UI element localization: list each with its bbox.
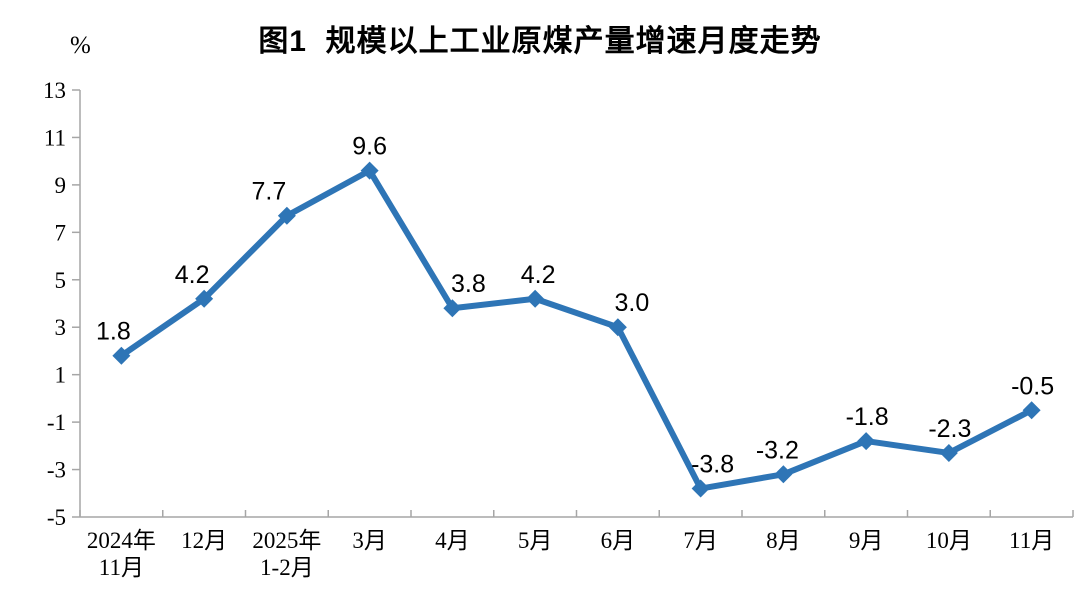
data-point-marker — [1022, 401, 1041, 420]
data-point-label: 3.8 — [451, 270, 486, 298]
data-point-label: -3.8 — [691, 451, 734, 479]
data-point-label: -2.3 — [928, 415, 971, 443]
x-axis-tick-label: 2025年 — [252, 528, 321, 553]
y-axis-unit-label: % — [70, 32, 91, 59]
x-axis-tick-label: 12月 — [181, 528, 227, 553]
data-point-label: 3.0 — [614, 289, 649, 317]
y-axis-tick-label: 9 — [55, 173, 67, 198]
data-point-marker — [443, 299, 462, 318]
data-point-marker — [608, 318, 627, 337]
x-axis-tick-label: 5月 — [518, 528, 553, 553]
data-point-label: 7.7 — [251, 178, 286, 206]
y-axis-tick-label: -5 — [47, 505, 66, 530]
x-axis-tick-label: 1-2月 — [260, 555, 314, 580]
x-axis-tick-label: 8月 — [766, 528, 801, 553]
data-point-marker — [360, 161, 379, 180]
data-point-marker — [526, 289, 545, 308]
data-series-line — [118, 167, 1035, 492]
y-axis-tick-label: 1 — [55, 363, 67, 388]
x-axis-tick-label: 11月 — [99, 555, 144, 580]
y-axis-tick-label: 11 — [44, 125, 66, 150]
x-axis-tick-label: 4月 — [435, 528, 470, 553]
data-point-marker — [939, 443, 958, 462]
data-point-label: -3.2 — [756, 436, 799, 464]
data-point-label: 4.2 — [175, 261, 210, 289]
y-axis-tick-label: 7 — [55, 220, 67, 245]
data-point-marker — [277, 206, 296, 225]
data-point-marker — [774, 465, 793, 484]
data-point-marker — [112, 346, 131, 365]
x-axis-tick-label: 3月 — [352, 528, 387, 553]
x-axis-tick-label: 6月 — [601, 528, 636, 553]
x-axis-tick-label: 10月 — [926, 528, 972, 553]
data-point-label: -1.8 — [846, 403, 889, 431]
data-point-marker — [691, 479, 710, 498]
x-axis-tick-label: 9月 — [849, 528, 884, 553]
x-axis-tick-label: 2024年 — [87, 528, 156, 553]
y-axis-tick-label: 13 — [43, 78, 66, 103]
data-point-marker — [857, 432, 876, 451]
data-point-label: -0.5 — [1011, 372, 1054, 400]
chart-title: 图1 规模以上工业原煤产量增速月度走势 — [258, 25, 822, 58]
y-axis-tick-label: 5 — [55, 268, 67, 293]
data-point-label: 4.2 — [521, 261, 556, 289]
data-point-label: 1.8 — [96, 318, 131, 346]
x-axis-tick-label: 11月 — [1009, 528, 1054, 553]
y-axis-tick-label: -1 — [47, 410, 66, 435]
y-axis-tick-label: 3 — [55, 315, 67, 340]
data-point-marker — [195, 289, 214, 308]
y-axis-tick-label: -3 — [47, 458, 66, 483]
data-point-label: 9.6 — [352, 133, 387, 161]
x-axis-tick-label: 7月 — [683, 528, 718, 553]
